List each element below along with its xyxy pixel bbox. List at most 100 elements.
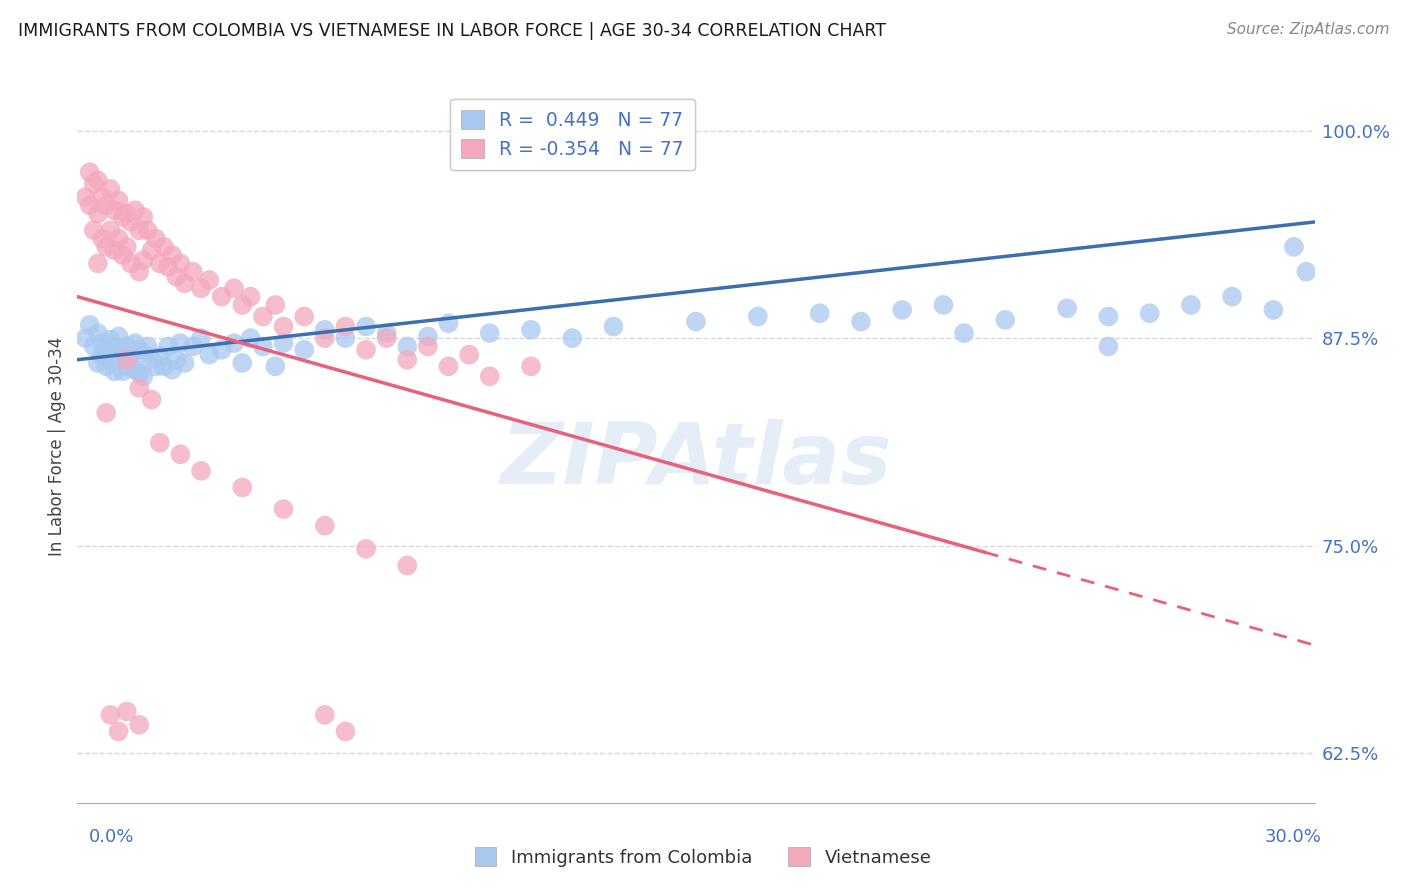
Point xyxy=(87,207,110,221)
Point xyxy=(149,256,172,270)
Point xyxy=(169,336,191,351)
Point xyxy=(96,359,118,374)
Point xyxy=(478,369,501,384)
Point xyxy=(83,339,105,353)
Point xyxy=(124,203,146,218)
Point xyxy=(932,298,955,312)
Point xyxy=(107,724,129,739)
Point xyxy=(165,269,187,284)
Point xyxy=(181,339,204,353)
Point xyxy=(396,352,419,367)
Point xyxy=(264,298,287,312)
Point xyxy=(849,314,872,328)
Point xyxy=(1282,240,1305,254)
Point xyxy=(98,223,121,237)
Point xyxy=(190,281,212,295)
Point xyxy=(141,392,163,407)
Point xyxy=(111,248,134,262)
Point xyxy=(136,339,159,353)
Point xyxy=(96,406,118,420)
Point xyxy=(83,177,105,191)
Point xyxy=(252,310,274,324)
Point xyxy=(145,231,167,245)
Point xyxy=(98,333,121,347)
Point xyxy=(273,502,295,516)
Text: ZIPAtlas: ZIPAtlas xyxy=(501,418,891,502)
Point xyxy=(87,356,110,370)
Point xyxy=(79,198,101,212)
Point xyxy=(169,447,191,461)
Point xyxy=(91,231,114,245)
Point xyxy=(111,343,134,357)
Point xyxy=(173,356,195,370)
Point xyxy=(132,346,155,360)
Point xyxy=(1097,339,1119,353)
Point xyxy=(91,336,114,351)
Point xyxy=(273,336,295,351)
Point xyxy=(231,356,253,370)
Point xyxy=(335,319,357,334)
Point xyxy=(115,352,138,367)
Point xyxy=(685,314,707,328)
Point xyxy=(222,281,245,295)
Point xyxy=(416,339,439,353)
Point xyxy=(239,331,262,345)
Point xyxy=(145,359,167,374)
Point xyxy=(1295,265,1317,279)
Point xyxy=(173,277,195,291)
Text: IMMIGRANTS FROM COLOMBIA VS VIETNAMESE IN LABOR FORCE | AGE 30-34 CORRELATION CH: IMMIGRANTS FROM COLOMBIA VS VIETNAMESE I… xyxy=(18,22,886,40)
Text: 30.0%: 30.0% xyxy=(1265,828,1322,846)
Point xyxy=(190,331,212,345)
Point xyxy=(314,331,336,345)
Point xyxy=(136,223,159,237)
Point xyxy=(354,541,377,556)
Legend: R =  0.449   N = 77, R = -0.354   N = 77: R = 0.449 N = 77, R = -0.354 N = 77 xyxy=(450,99,695,170)
Point xyxy=(103,364,125,378)
Point xyxy=(231,298,253,312)
Point xyxy=(115,339,138,353)
Point xyxy=(354,319,377,334)
Point xyxy=(335,331,357,345)
Point xyxy=(808,306,831,320)
Point xyxy=(124,362,146,376)
Point xyxy=(128,343,150,357)
Text: Source: ZipAtlas.com: Source: ZipAtlas.com xyxy=(1226,22,1389,37)
Point xyxy=(132,210,155,224)
Point xyxy=(222,336,245,351)
Point xyxy=(198,348,221,362)
Point xyxy=(190,464,212,478)
Point xyxy=(153,359,176,374)
Point xyxy=(103,339,125,353)
Point xyxy=(120,256,142,270)
Point xyxy=(239,290,262,304)
Point xyxy=(314,707,336,722)
Point xyxy=(354,343,377,357)
Point xyxy=(335,724,357,739)
Point xyxy=(111,210,134,224)
Point xyxy=(111,364,134,378)
Point xyxy=(211,343,233,357)
Point xyxy=(96,198,118,212)
Point xyxy=(1263,302,1285,317)
Point xyxy=(375,331,398,345)
Point xyxy=(561,331,583,345)
Point xyxy=(115,240,138,254)
Point xyxy=(478,326,501,340)
Point xyxy=(141,243,163,257)
Point xyxy=(149,435,172,450)
Point xyxy=(128,366,150,380)
Point xyxy=(107,329,129,343)
Point xyxy=(132,369,155,384)
Text: 0.0%: 0.0% xyxy=(89,828,134,846)
Point xyxy=(375,326,398,340)
Point xyxy=(314,323,336,337)
Point xyxy=(141,352,163,367)
Point xyxy=(1139,306,1161,320)
Point xyxy=(115,207,138,221)
Point xyxy=(149,350,172,364)
Point xyxy=(98,352,121,367)
Point xyxy=(128,223,150,237)
Point xyxy=(160,248,183,262)
Point xyxy=(953,326,976,340)
Point xyxy=(96,343,118,357)
